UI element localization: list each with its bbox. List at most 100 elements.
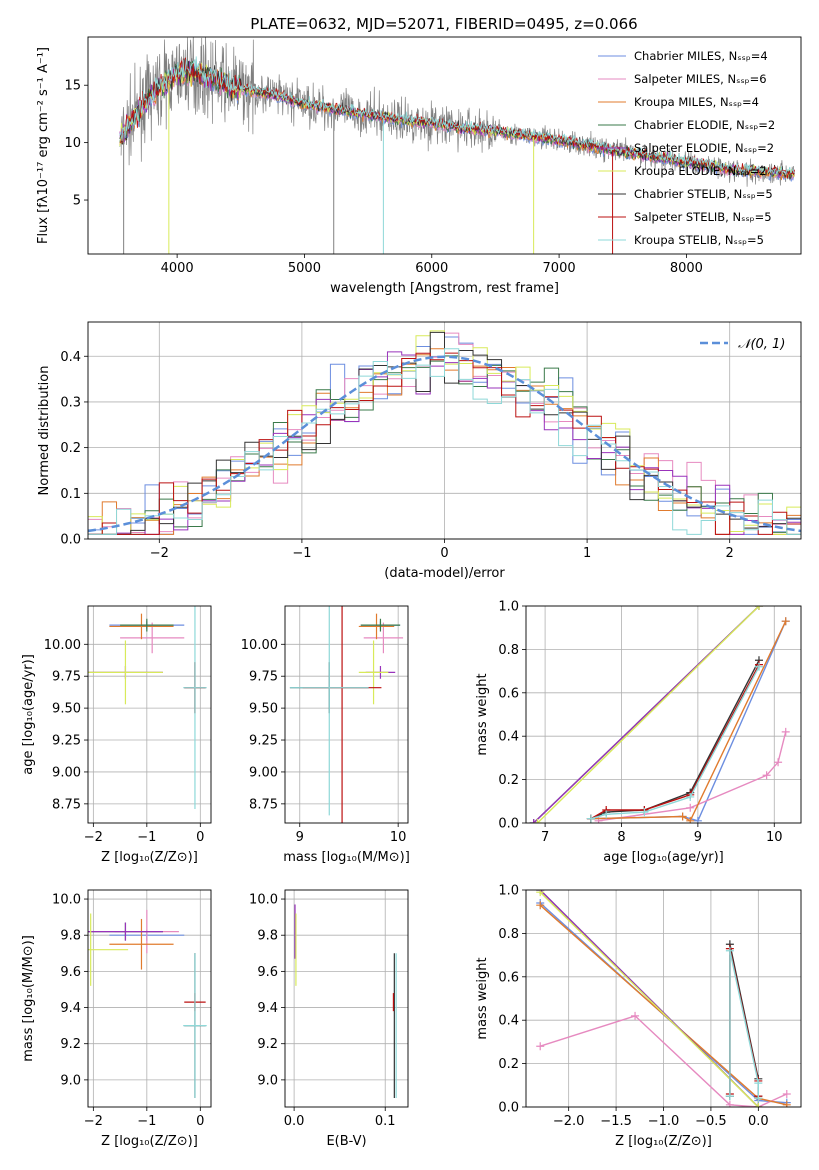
y-tick-label: 0.2 xyxy=(498,773,519,788)
panel-massweight_vs_age: 7 8 9 10 0.0 0.2 0.4 0.6 0.8 1.0 age [log₁₀(age/yr… xyxy=(475,600,802,865)
legend: Chabrier MILES, Nₛₛₚ=4 Salpeter MILES, Nₛ… xyxy=(598,49,775,247)
axes-frame xyxy=(87,889,212,1108)
errorbar-point xyxy=(358,613,395,640)
legend: 𝒩(0, 1) xyxy=(700,337,785,352)
y-tick-label: 9.00 xyxy=(249,765,278,780)
errorbar-point xyxy=(109,918,174,970)
x-tick-label: 0 xyxy=(440,546,448,561)
y-tick-label: 9.8 xyxy=(257,929,278,944)
x-tick-label: 10 xyxy=(766,830,783,845)
x-tick-label: 6000 xyxy=(415,261,448,276)
mass-weight-line xyxy=(539,891,759,1107)
errorbar-point xyxy=(363,622,404,654)
y-axis-label: mass [log₁₀(M/M⊙)] xyxy=(21,935,36,1062)
mass-weight-line xyxy=(537,606,760,823)
mass-weight-marker xyxy=(754,1103,763,1107)
y-tick-label: 0.6 xyxy=(498,686,519,701)
plot-area xyxy=(88,330,801,535)
mass-weight-marker xyxy=(686,792,695,801)
x-axis-label: Z [log₁₀(Z/Z⊙)] xyxy=(101,1134,198,1149)
y-tick-label: 0.1 xyxy=(60,487,81,502)
model-spectrum-line xyxy=(119,57,795,179)
mass-weight-marker xyxy=(782,1100,791,1107)
mass-weight-marker xyxy=(640,808,649,817)
x-tick-label: 4000 xyxy=(161,261,194,276)
errorbar-point xyxy=(120,618,174,632)
histogram-series xyxy=(88,331,801,535)
mass-weight-marker xyxy=(678,812,687,821)
y-tick-label: 9.4 xyxy=(60,1001,81,1016)
y-tick-label: 9.75 xyxy=(249,670,278,685)
mass-weight-marker xyxy=(686,816,695,823)
y-tick-label: 10.00 xyxy=(241,638,278,653)
x-tick-label: −2 xyxy=(150,546,169,561)
y-tick-label: 1.0 xyxy=(498,600,519,615)
plot-area xyxy=(294,904,397,1098)
errorbar-point xyxy=(109,613,174,640)
x-axis-label: (data-model)/error xyxy=(384,566,505,581)
mass-weight-marker xyxy=(536,901,545,910)
y-tick-label: 0.2 xyxy=(498,1057,519,1072)
mass-weight-marker xyxy=(536,1042,545,1051)
x-tick-label: −1 xyxy=(137,830,156,845)
y-tick-label: 9.6 xyxy=(60,965,81,980)
x-tick-label: 7000 xyxy=(543,261,576,276)
plot-area xyxy=(119,37,795,254)
panel-age_vs_mass: 9 10 8.75 9.00 9.25 9.50 9.75 10.00 mass [log₁₀(… xyxy=(241,605,410,865)
mass-weight-marker xyxy=(725,1092,734,1101)
plot-area xyxy=(88,909,207,1098)
y-tick-label: 10.0 xyxy=(52,893,81,908)
y-tick-label: 9.00 xyxy=(52,765,81,780)
mass-weight-marker xyxy=(781,617,790,626)
x-tick-label: 0 xyxy=(196,1114,204,1129)
x-tick-label: −1.5 xyxy=(600,1114,632,1129)
mass-weight-marker xyxy=(686,803,695,812)
y-tick-label: 0.6 xyxy=(498,970,519,985)
x-tick-label: −1 xyxy=(137,1114,156,1129)
y-tick-label: 10.00 xyxy=(44,638,81,653)
panel-mass_vs_Z: −2 −1 0 9.0 9.2 9.4 9.6 9.8 10.0 Z [log₁₀(Z/Z⊙)] m… xyxy=(21,889,212,1149)
mass-weight-marker xyxy=(529,819,538,823)
legend-label: Salpeter STELIB, Nₛₛₚ=5 xyxy=(634,210,772,224)
panel-residual_histogram: −2 −1 0 1 2 0.0 0.1 0.2 0.3 0.4 (data-model)/error… xyxy=(37,321,802,581)
axes-frame xyxy=(87,605,212,824)
y-axis-label: age [log₁₀(age/yr)] xyxy=(21,654,36,775)
x-axis-label: age [log₁₀(age/yr)] xyxy=(603,850,724,865)
axes-frame xyxy=(284,605,409,824)
legend-label: Kroupa ELODIE, Nₛₛₚ=2 xyxy=(634,164,767,178)
panel-massweight_vs_Z: −2.0 −1.5 −1.0 −0.5 0.0 0.0 0.2 0.4 0.6 0.8 1.0 Z [… xyxy=(475,884,802,1149)
histogram-series xyxy=(88,348,801,535)
y-tick-label: 5 xyxy=(73,194,81,209)
model-spectrum-line xyxy=(119,56,795,177)
model-spectrum-line xyxy=(119,60,795,180)
x-tick-label: 8 xyxy=(617,830,625,845)
y-tick-label: 8.75 xyxy=(52,797,81,812)
mass-weight-marker xyxy=(754,1079,763,1088)
mass-weight-marker xyxy=(754,1094,763,1103)
x-axis-label: wavelength [Angstrom, rest frame] xyxy=(330,281,559,296)
mass-weight-marker xyxy=(725,1100,734,1107)
x-axis-label: Z [log₁₀(Z/Z⊙)] xyxy=(101,850,198,865)
y-axis-label: Normed distribution xyxy=(37,366,52,496)
x-tick-label: 0.1 xyxy=(375,1114,396,1129)
x-tick-label: 0 xyxy=(196,830,204,845)
x-tick-label: −2 xyxy=(84,1114,103,1129)
axes-frame xyxy=(284,889,409,1108)
x-tick-label: 2 xyxy=(726,546,734,561)
errorbar-point xyxy=(289,606,369,816)
y-tick-label: 9.0 xyxy=(257,1073,278,1088)
y-tick-label: 9.6 xyxy=(257,965,278,980)
mass-weight-marker xyxy=(536,890,545,897)
errorbar-point xyxy=(183,606,207,809)
y-tick-label: 0.8 xyxy=(498,643,519,658)
x-axis-label: E(B-V) xyxy=(326,1134,366,1149)
x-tick-label: 1 xyxy=(583,546,591,561)
mass-weight-marker xyxy=(754,662,763,671)
y-tick-label: 10.0 xyxy=(249,893,278,908)
legend-label: Chabrier ELODIE, Nₛₛₚ=2 xyxy=(634,118,775,132)
mass-weight-marker xyxy=(754,606,763,610)
y-tick-label: 9.2 xyxy=(60,1037,81,1052)
legend-label: Kroupa STELIB, Nₛₛₚ=5 xyxy=(634,233,764,247)
gaussian-curve xyxy=(88,355,801,533)
